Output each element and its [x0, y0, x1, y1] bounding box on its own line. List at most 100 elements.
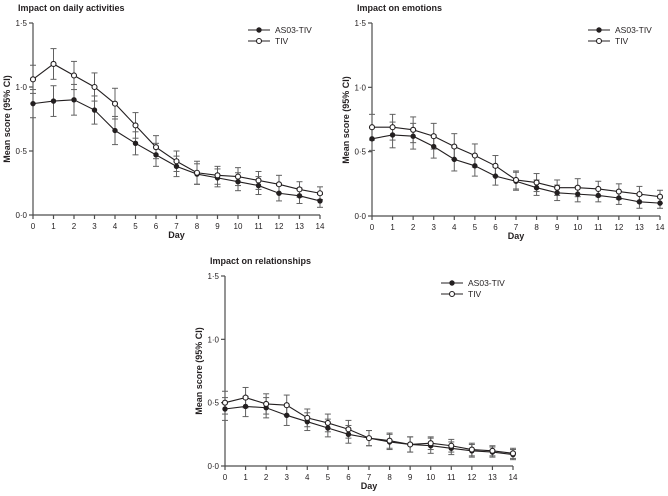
- data-point-AS03-TIV: [325, 425, 331, 431]
- x-tick-label: 2: [72, 222, 77, 231]
- data-point-TIV: [386, 437, 393, 444]
- data-point-AS03-TIV: [276, 190, 282, 196]
- data-point-AS03-TIV: [554, 190, 560, 196]
- data-point-TIV: [275, 181, 283, 188]
- data-point-TIV: [574, 184, 581, 191]
- data-point-AS03-TIV: [657, 200, 663, 206]
- data-point-TIV: [512, 176, 520, 184]
- x-tick-label: 1: [243, 473, 248, 482]
- data-point-AS03-TIV: [242, 403, 249, 410]
- data-point-TIV: [283, 402, 290, 409]
- x-tick-label: 9: [215, 222, 220, 231]
- y-tick-label: 1·0: [354, 83, 366, 92]
- y-tick-label: 1·5: [15, 19, 27, 28]
- legend-marker-icon: [596, 27, 602, 33]
- x-tick-label: 3: [431, 223, 436, 232]
- data-point-AS03-TIV: [472, 163, 478, 169]
- data-point-TIV: [368, 124, 376, 131]
- x-tick-label: 14: [509, 473, 518, 482]
- x-tick-label: 11: [254, 222, 263, 231]
- data-point-TIV: [407, 441, 414, 448]
- legend-label: AS03-TIV: [275, 25, 312, 35]
- chart-impact-relationships: Impact on relationships Mean score (95% …: [180, 248, 520, 496]
- x-tick-label: 8: [387, 473, 392, 482]
- data-point-AS03-TIV: [389, 132, 396, 138]
- data-point-AS03-TIV: [296, 193, 303, 199]
- data-point-TIV: [324, 419, 331, 426]
- data-point-AS03-TIV: [91, 107, 98, 113]
- x-tick-label: 5: [133, 222, 138, 231]
- legend-label: AS03-TIV: [468, 278, 505, 288]
- x-tick-label: 8: [195, 222, 200, 231]
- legend-marker-icon: [255, 37, 263, 45]
- x-tick-label: 13: [635, 223, 644, 232]
- y-tick-label: 0·0: [354, 212, 366, 221]
- y-tick-label: 0·5: [207, 399, 219, 408]
- x-tick-label: 6: [346, 473, 351, 482]
- x-tick-label: 0: [223, 473, 228, 482]
- data-point-TIV: [615, 188, 622, 195]
- legend-marker-icon: [595, 37, 603, 45]
- data-point-AS03-TIV: [222, 406, 228, 412]
- x-tick-label: 4: [113, 222, 118, 231]
- x-tick-label: 4: [452, 223, 457, 232]
- data-point-TIV: [255, 177, 262, 184]
- x-tick-label: 0: [31, 222, 36, 231]
- data-point-TIV: [554, 184, 561, 191]
- data-point-TIV: [636, 191, 643, 198]
- data-point-AS03-TIV: [345, 431, 352, 438]
- y-tick-label: 0·5: [354, 148, 366, 157]
- data-point-AS03-TIV: [317, 198, 323, 204]
- data-point-AS03-TIV: [71, 97, 77, 103]
- chart-impact-daily-activities: Impact on daily activities Mean score (9…: [0, 0, 334, 248]
- data-point-TIV: [91, 83, 98, 91]
- x-axis-label: Day: [507, 231, 525, 241]
- y-tick-label: 0·0: [207, 462, 219, 471]
- legend-label: TIV: [615, 36, 629, 46]
- legend-marker-icon: [449, 280, 455, 286]
- data-point-TIV: [304, 414, 311, 421]
- data-point-TIV: [595, 185, 602, 193]
- x-axis-label: Day: [360, 481, 378, 491]
- x-tick-label: 9: [555, 223, 560, 232]
- data-point-TIV: [50, 60, 57, 68]
- data-point-AS03-TIV: [255, 182, 262, 189]
- chart-title: Impact on relationships: [210, 256, 312, 266]
- data-point-TIV: [468, 446, 475, 453]
- x-tick-label: 5: [473, 223, 478, 232]
- x-tick-label: 5: [326, 473, 331, 482]
- data-point-TIV: [427, 440, 434, 447]
- data-point-AS03-TIV: [616, 195, 622, 201]
- x-tick-label: 1: [51, 222, 56, 231]
- data-point-TIV: [296, 186, 303, 193]
- x-tick-label: 3: [92, 222, 97, 231]
- chart-title: Impact on daily activities: [18, 3, 125, 13]
- x-tick-label: 2: [411, 223, 416, 232]
- legend-label: AS03-TIV: [615, 25, 652, 35]
- data-point-TIV: [173, 158, 180, 165]
- x-tick-label: 12: [614, 223, 623, 232]
- data-point-TIV: [533, 179, 540, 186]
- x-tick-label: 11: [594, 223, 603, 232]
- legend-label: TIV: [468, 289, 482, 299]
- y-tick-label: 1·5: [354, 19, 366, 28]
- x-tick-label: 3: [284, 473, 289, 482]
- x-tick-label: 7: [174, 222, 179, 231]
- x-tick-label: 9: [408, 473, 413, 482]
- x-tick-label: 1: [390, 223, 395, 232]
- y-tick-label: 1·0: [15, 83, 27, 92]
- data-point-AS03-TIV: [112, 127, 118, 134]
- x-tick-label: 10: [234, 222, 243, 231]
- legend-marker-icon: [256, 27, 262, 33]
- plot-area: 0·00·51·01·50 1 2 3 4 5 6 7 8 9 10 11 12 13 14AS03-TIV…: [207, 272, 518, 482]
- data-point-TIV: [214, 172, 221, 179]
- data-point-TIV: [316, 190, 324, 197]
- x-tick-label: 13: [295, 222, 304, 231]
- y-tick-label: 1·0: [207, 335, 219, 344]
- data-point-TIV: [152, 144, 160, 151]
- x-tick-label: 14: [656, 223, 665, 232]
- data-point-AS03-TIV: [153, 152, 159, 158]
- x-tick-label: 8: [534, 223, 539, 232]
- data-point-AS03-TIV: [30, 100, 36, 107]
